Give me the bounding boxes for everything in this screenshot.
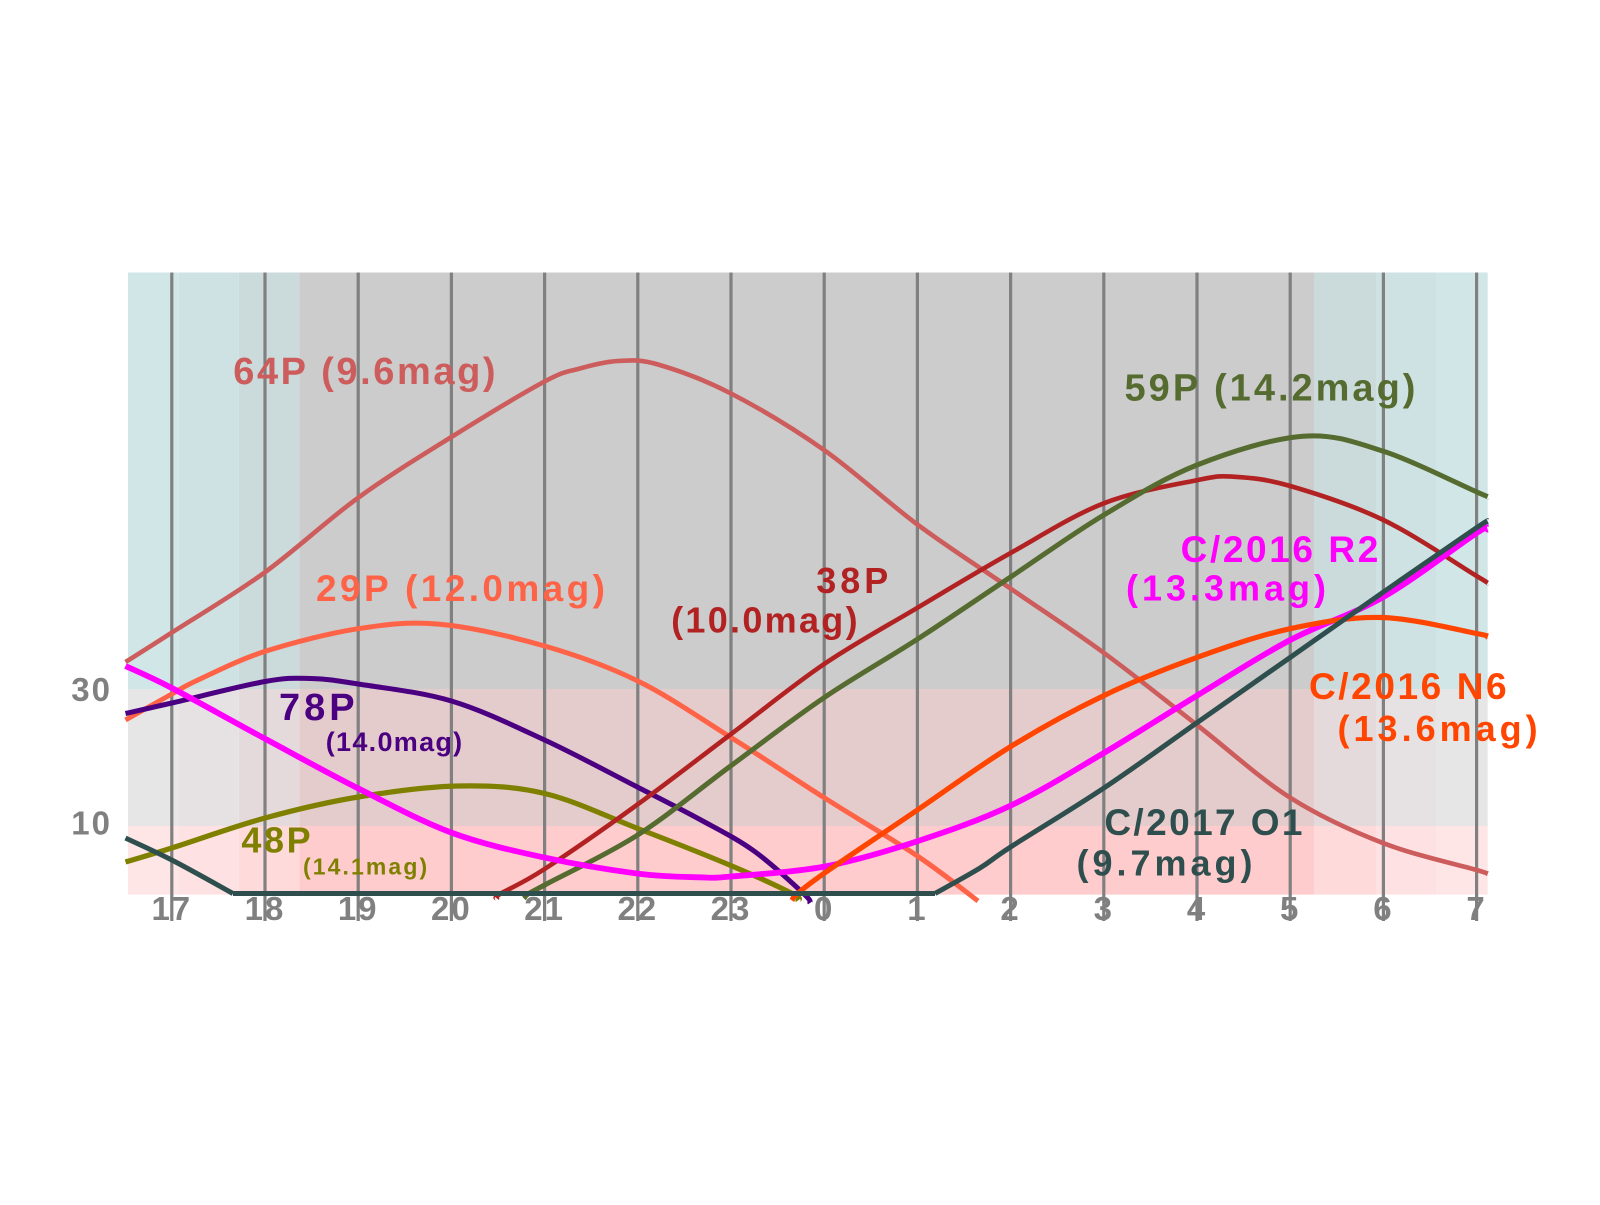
svg-text:(14.0mag): (14.0mag) [326, 727, 464, 757]
svg-text:C/2016 N6: C/2016 N6 [1309, 666, 1509, 707]
svg-text:3: 3 [1094, 890, 1114, 927]
svg-text:59P (14.2mag): 59P (14.2mag) [1125, 368, 1419, 410]
svg-text:7: 7 [1466, 890, 1486, 927]
svg-text:20: 20 [431, 890, 472, 927]
svg-text:(13.3mag): (13.3mag) [1126, 568, 1330, 609]
svg-text:64P (9.6mag): 64P (9.6mag) [233, 351, 498, 393]
svg-text:19: 19 [338, 890, 379, 927]
svg-text:1: 1 [907, 890, 927, 927]
svg-text:6: 6 [1373, 890, 1393, 927]
svg-text:29P (12.0mag): 29P (12.0mag) [316, 568, 608, 609]
svg-text:C/2016 R2: C/2016 R2 [1181, 529, 1381, 570]
svg-text:2: 2 [1000, 890, 1020, 927]
svg-text:17: 17 [151, 890, 192, 927]
svg-text:(9.7mag): (9.7mag) [1076, 842, 1256, 883]
svg-text:5: 5 [1280, 890, 1300, 927]
svg-text:21: 21 [524, 890, 565, 927]
svg-text:C/2017 O1: C/2017 O1 [1104, 802, 1305, 843]
svg-text:0: 0 [814, 890, 834, 927]
svg-text:23: 23 [711, 890, 752, 927]
svg-text:78P: 78P [279, 687, 359, 729]
svg-text:4: 4 [1187, 890, 1207, 927]
svg-text:18: 18 [245, 890, 286, 927]
svg-text:22: 22 [617, 890, 658, 927]
svg-text:(14.1mag): (14.1mag) [303, 854, 429, 880]
svg-text:38P: 38P [816, 560, 892, 601]
svg-text:30: 30 [71, 671, 112, 708]
svg-text:48P: 48P [241, 820, 313, 861]
svg-text:(13.6mag): (13.6mag) [1338, 708, 1542, 749]
svg-text:(10.0mag): (10.0mag) [671, 600, 860, 641]
svg-text:10: 10 [71, 805, 112, 842]
